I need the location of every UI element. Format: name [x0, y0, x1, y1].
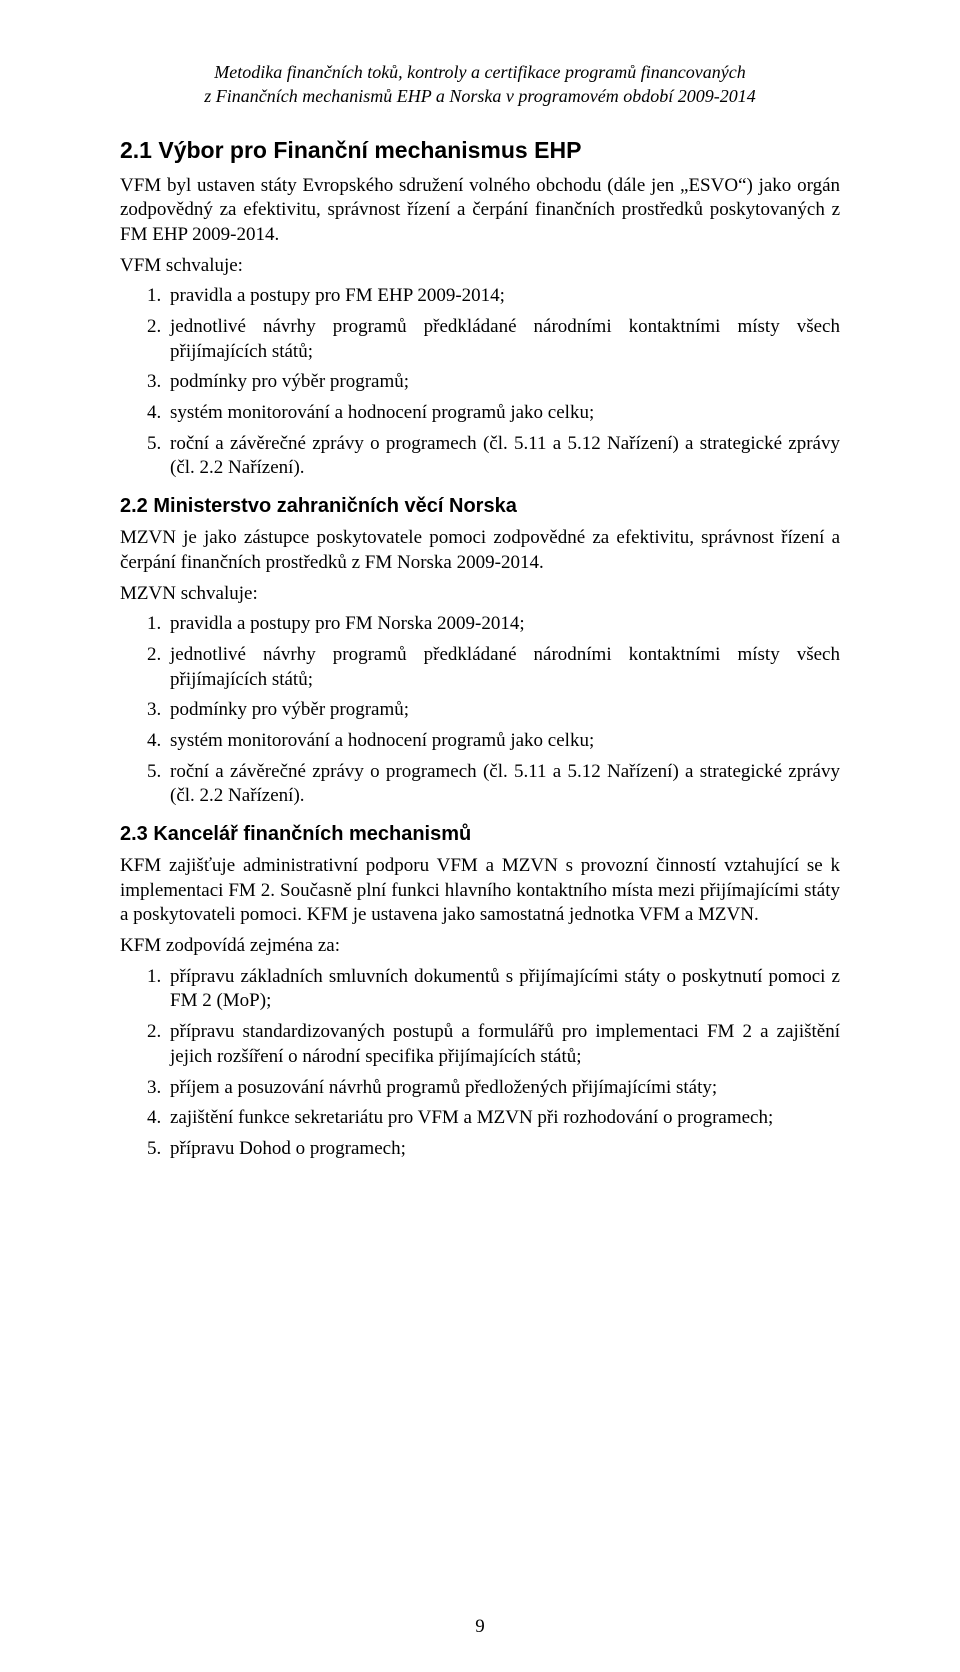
list-item: systém monitorování a hodnocení programů… — [166, 401, 840, 426]
list-2-2: pravidla a postupy pro FM Norska 2009-20… — [120, 612, 840, 809]
list-item: přípravu standardizovaných postupů a for… — [166, 1020, 840, 1069]
list-item: jednotlivé návrhy programů předkládané n… — [166, 315, 840, 364]
heading-2-3: 2.3 Kancelář finančních mechanismů — [120, 823, 840, 846]
list-item: pravidla a postupy pro FM Norska 2009-20… — [166, 612, 840, 637]
heading-2-1: 2.1 Výbor pro Finanční mechanismus EHP — [120, 137, 840, 164]
header-line-1: Metodika finančních toků, kontroly a cer… — [120, 60, 840, 84]
heading-2-2: 2.2 Ministerstvo zahraničních věcí Norsk… — [120, 495, 840, 518]
list-2-3: přípravu základních smluvních dokumentů … — [120, 965, 840, 1162]
approves-2-1: VFM schvaluje: — [120, 254, 840, 279]
list-item: příjem a posuzování návrhů programů před… — [166, 1076, 840, 1101]
document-page: Metodika finančních toků, kontroly a cer… — [0, 0, 960, 1672]
intro-2-2: MZVN je jako zástupce poskytovatele pomo… — [120, 526, 840, 575]
list-item: přípravu základních smluvních dokumentů … — [166, 965, 840, 1014]
header-line-2: z Finančních mechanismů EHP a Norska v p… — [120, 84, 840, 108]
intro-2-3: KFM zajišťuje administrativní podporu VF… — [120, 854, 840, 928]
list-item: pravidla a postupy pro FM EHP 2009-2014; — [166, 284, 840, 309]
list-item: roční a závěrečné zprávy o programech (č… — [166, 432, 840, 481]
intro-2-1: VFM byl ustaven státy Evropského sdružen… — [120, 174, 840, 248]
list-item: podmínky pro výběr programů; — [166, 698, 840, 723]
list-item: zajištění funkce sekretariátu pro VFM a … — [166, 1106, 840, 1131]
page-header: Metodika finančních toků, kontroly a cer… — [120, 60, 840, 109]
list-item: roční a závěrečné zprávy o programech (č… — [166, 760, 840, 809]
list-item: přípravu Dohod o programech; — [166, 1137, 840, 1162]
list-item: podmínky pro výběr programů; — [166, 370, 840, 395]
list-item: jednotlivé návrhy programů předkládané n… — [166, 643, 840, 692]
responsible-2-3: KFM zodpovídá zejména za: — [120, 934, 840, 959]
list-item: systém monitorování a hodnocení programů… — [166, 729, 840, 754]
page-number: 9 — [0, 1616, 960, 1638]
approves-2-2: MZVN schvaluje: — [120, 582, 840, 607]
list-2-1: pravidla a postupy pro FM EHP 2009-2014;… — [120, 284, 840, 481]
